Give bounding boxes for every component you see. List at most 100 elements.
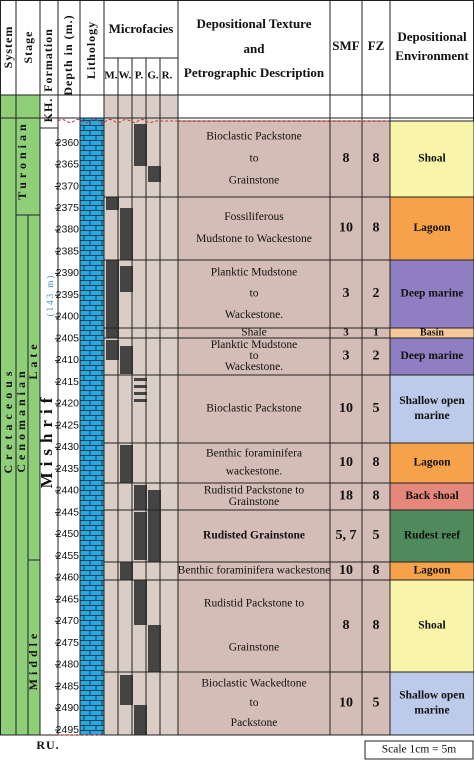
fz-value: 1 <box>373 327 379 339</box>
header-system: System <box>1 26 15 69</box>
texture-description: Benthic foraminifera <box>206 448 302 460</box>
texture-description: Fossiliferous <box>224 211 284 223</box>
environment-name: Lagoon <box>413 565 451 577</box>
depth-label: 2380 <box>56 224 80 236</box>
smf-value: 3 <box>343 286 350 301</box>
depth-label: 2420 <box>56 398 80 410</box>
environment-name: Back shoal <box>405 490 458 502</box>
formation-name: RU. <box>36 738 59 752</box>
fz-value: 2 <box>373 349 380 364</box>
scale-label: Scale 1cm = 5m <box>382 744 457 756</box>
environment-cell <box>389 120 474 198</box>
header-smf: SMF <box>332 38 360 53</box>
environment-name: Shoal <box>418 620 446 632</box>
fz-value: 8 <box>373 221 380 236</box>
microfacies-code: M. <box>104 70 117 82</box>
texture-description: to <box>250 153 259 165</box>
fz-value: 5 <box>373 401 380 416</box>
depth-label: 2400 <box>56 311 80 323</box>
fz-value: 8 <box>373 151 380 166</box>
texture-description: Rudistid Packstone to <box>204 598 305 610</box>
depth-label: 2360 <box>56 137 80 149</box>
smf-value: 18 <box>339 489 353 504</box>
environment-cell <box>389 671 474 736</box>
texture-description: Grainstone <box>229 642 279 654</box>
header-environment: Environment <box>395 48 469 63</box>
fz-value: 8 <box>373 455 380 470</box>
depth-label: 2480 <box>56 659 80 671</box>
environment-name: Basin <box>420 327 444 338</box>
smf-value: 10 <box>339 696 353 711</box>
environment-cell <box>389 579 474 673</box>
texture-description: to <box>250 288 259 300</box>
environment-name: marine <box>414 705 449 717</box>
environment-name: Lagoon <box>413 457 451 469</box>
stage-name: Cenomanian <box>14 367 28 472</box>
environment-name: Shallow open <box>399 690 465 702</box>
header-stage: Stage <box>21 31 35 64</box>
microfacies-code: P. <box>135 70 144 82</box>
smf-value: 3 <box>343 327 349 339</box>
texture-description: to <box>250 697 259 709</box>
texture-description: to <box>250 350 259 362</box>
depth-label: 2435 <box>56 463 80 475</box>
texture-description: Packstone <box>231 717 278 729</box>
environment-name: Rudest reef <box>404 530 460 542</box>
environment-name: Shallow open <box>399 395 465 407</box>
texture-description: Mudstone to Wackestone <box>196 233 312 245</box>
formation-name: Mishrif <box>37 392 56 489</box>
environment-cell <box>389 196 474 261</box>
header-texture: Petrographic Description <box>184 65 325 80</box>
depth-label: 2450 <box>56 528 80 540</box>
texture-description: Grainstone <box>229 175 279 187</box>
depth-label: 2455 <box>56 550 80 562</box>
system-fill <box>0 95 40 735</box>
texture-description: Benthic foraminifera wackestone <box>178 565 331 577</box>
microfacies-bars <box>106 124 161 735</box>
substage-name: Middle <box>26 630 40 691</box>
texture-description: Bioclastic Packstone <box>206 403 302 415</box>
header-lithology: Lithology <box>84 21 98 79</box>
depth-label: 2365 <box>56 159 80 171</box>
depth-label: 2460 <box>56 572 80 584</box>
smf-value: 10 <box>339 563 353 578</box>
smf-value: 10 <box>339 401 353 416</box>
header-microfacies: Microfacies <box>109 21 174 36</box>
depth-label: 2470 <box>56 615 80 627</box>
microfacies-code: G. <box>147 70 159 82</box>
environment-name: Shoal <box>418 153 446 165</box>
header-fz: FZ <box>368 38 385 53</box>
texture-description: Bioclastic Packstone <box>206 131 302 143</box>
microfacies-fill <box>104 95 178 735</box>
depth-label: 2430 <box>56 441 80 453</box>
substage-name: Late <box>26 340 40 379</box>
system-name: Cretaceous <box>1 366 15 473</box>
header-formation: Formation <box>41 28 55 92</box>
depth-label: 2390 <box>56 267 80 279</box>
depth-label: 2425 <box>56 419 80 431</box>
fz-value: 2 <box>373 286 380 301</box>
environment-cell <box>389 374 474 444</box>
texture-fill <box>178 121 390 735</box>
environment-cell <box>389 442 474 484</box>
texture-description: Wackestone. <box>225 309 283 321</box>
environment-cell <box>389 509 474 563</box>
unconformity-top <box>57 119 474 123</box>
depth-label: 2445 <box>56 506 80 518</box>
environment-name: marine <box>414 410 449 422</box>
texture-description: Wackestone. <box>225 361 283 373</box>
depth-label: 2485 <box>56 680 80 692</box>
environment-cell <box>389 337 474 376</box>
depth-label: 2440 <box>56 485 80 497</box>
header-depth: Depth in (m.) <box>61 14 75 95</box>
depth-label: 2465 <box>56 593 80 605</box>
fz-value: 5 <box>373 696 380 711</box>
formation-name: KH. <box>41 98 55 123</box>
depth-label: 2490 <box>56 702 80 714</box>
environment-name: Lagoon <box>413 222 451 234</box>
fz-value: 8 <box>373 489 380 504</box>
microfacies-code: W. <box>119 70 132 82</box>
smf-value: 8 <box>343 618 350 633</box>
lithology-pattern <box>80 118 104 735</box>
